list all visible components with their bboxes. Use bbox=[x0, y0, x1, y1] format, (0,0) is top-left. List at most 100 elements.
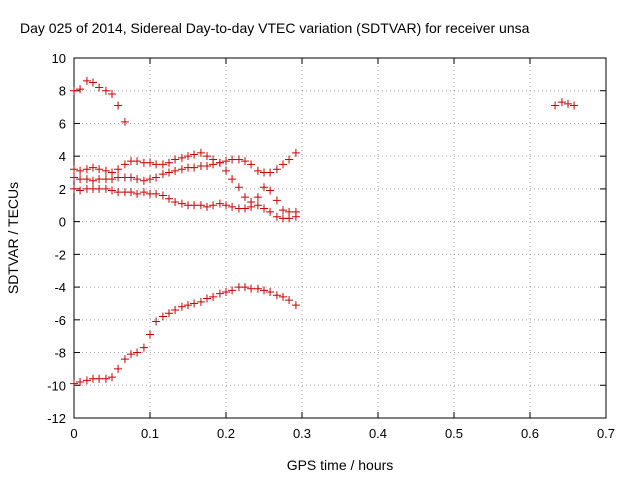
data-point bbox=[76, 175, 85, 184]
data-point bbox=[260, 183, 268, 192]
data-point bbox=[152, 173, 161, 182]
x-tick-label: 0.7 bbox=[597, 426, 615, 441]
data-point bbox=[279, 292, 287, 301]
data-point bbox=[177, 153, 186, 162]
data-point bbox=[215, 158, 224, 167]
data-point bbox=[253, 193, 262, 202]
data-point bbox=[82, 175, 91, 184]
data-point bbox=[177, 199, 186, 208]
data-point bbox=[165, 168, 173, 177]
data-point bbox=[247, 160, 256, 169]
data-point bbox=[190, 163, 199, 172]
data-point bbox=[203, 294, 211, 303]
data-point bbox=[215, 289, 224, 298]
data-point bbox=[247, 202, 256, 211]
series-track-d bbox=[70, 184, 300, 223]
data-point bbox=[70, 184, 78, 193]
data-point bbox=[209, 201, 218, 210]
x-tick-label: 0.6 bbox=[521, 426, 539, 441]
y-tick-label: 8 bbox=[59, 84, 66, 99]
data-point bbox=[253, 166, 262, 175]
data-point bbox=[196, 148, 205, 157]
data-point bbox=[146, 175, 154, 184]
data-point bbox=[108, 186, 116, 195]
data-point bbox=[279, 206, 287, 215]
data-point bbox=[266, 186, 275, 195]
data-point bbox=[190, 299, 199, 308]
data-point bbox=[203, 162, 211, 170]
data-point bbox=[215, 199, 224, 208]
y-tick-label: 2 bbox=[59, 182, 66, 197]
data-point bbox=[222, 157, 230, 166]
data-point bbox=[228, 175, 237, 184]
axis-ticks: 0 0.1 0.2 0.3 0.4 0.5 0.6 0.7 -12 -10 -8 -6 -4 -2 0 2 4 6… bbox=[47, 51, 615, 441]
data-point bbox=[152, 189, 161, 198]
data-point bbox=[133, 175, 142, 184]
data-point bbox=[158, 160, 167, 169]
data-point bbox=[209, 292, 218, 301]
data-point bbox=[89, 176, 97, 185]
data-point bbox=[108, 175, 116, 184]
data-point bbox=[70, 173, 78, 182]
data-point bbox=[165, 309, 173, 318]
data-point bbox=[241, 283, 249, 292]
data-point bbox=[70, 379, 78, 388]
data-point bbox=[133, 348, 142, 357]
y-tick-label: -2 bbox=[54, 247, 66, 262]
data-point bbox=[222, 201, 230, 210]
data-point bbox=[203, 152, 211, 161]
x-tick-label: 0.2 bbox=[217, 426, 235, 441]
data-point bbox=[76, 378, 85, 386]
data-point bbox=[184, 152, 192, 161]
y-tick-label: -6 bbox=[54, 313, 66, 328]
data-point bbox=[272, 165, 281, 174]
data-point bbox=[101, 374, 110, 383]
data-point bbox=[272, 212, 281, 221]
plot-frame bbox=[73, 57, 607, 419]
data-point bbox=[253, 284, 262, 293]
data-point bbox=[266, 168, 275, 177]
y-tick-label: 0 bbox=[59, 215, 66, 230]
data-point bbox=[114, 364, 123, 373]
data-point bbox=[291, 301, 300, 310]
data-point bbox=[133, 189, 142, 198]
data-point bbox=[139, 176, 148, 185]
y-tick-label: -8 bbox=[54, 346, 66, 361]
data-point bbox=[101, 166, 110, 175]
y-tick-label: -10 bbox=[47, 378, 66, 393]
data-point bbox=[177, 165, 186, 174]
y-axis-label: SDTVAR / TECUs bbox=[5, 182, 21, 294]
data-point bbox=[95, 165, 104, 174]
data-point bbox=[158, 170, 167, 179]
data-point bbox=[171, 306, 180, 314]
data-point bbox=[241, 157, 249, 166]
data-point bbox=[171, 198, 180, 206]
data-point bbox=[260, 286, 268, 295]
data-point bbox=[272, 291, 281, 300]
data-point bbox=[557, 98, 566, 107]
data-point bbox=[95, 374, 104, 383]
data-point bbox=[95, 175, 104, 184]
data-points bbox=[70, 76, 579, 388]
data-point bbox=[177, 302, 186, 311]
data-point bbox=[89, 78, 97, 87]
data-point bbox=[196, 297, 205, 306]
data-point bbox=[70, 86, 78, 95]
data-point bbox=[234, 183, 243, 192]
data-point bbox=[272, 196, 281, 205]
data-point bbox=[101, 86, 110, 95]
data-point bbox=[133, 157, 142, 166]
data-point bbox=[260, 204, 268, 213]
data-point bbox=[70, 165, 78, 174]
data-point bbox=[95, 184, 104, 193]
data-point bbox=[203, 202, 211, 211]
data-point bbox=[285, 155, 294, 164]
grid-lines bbox=[74, 58, 606, 418]
data-point bbox=[241, 204, 249, 213]
data-point bbox=[190, 150, 199, 159]
data-point bbox=[266, 207, 275, 216]
data-point bbox=[146, 330, 154, 339]
data-point bbox=[196, 201, 205, 210]
series-track-b bbox=[70, 148, 300, 177]
data-point bbox=[120, 117, 129, 126]
